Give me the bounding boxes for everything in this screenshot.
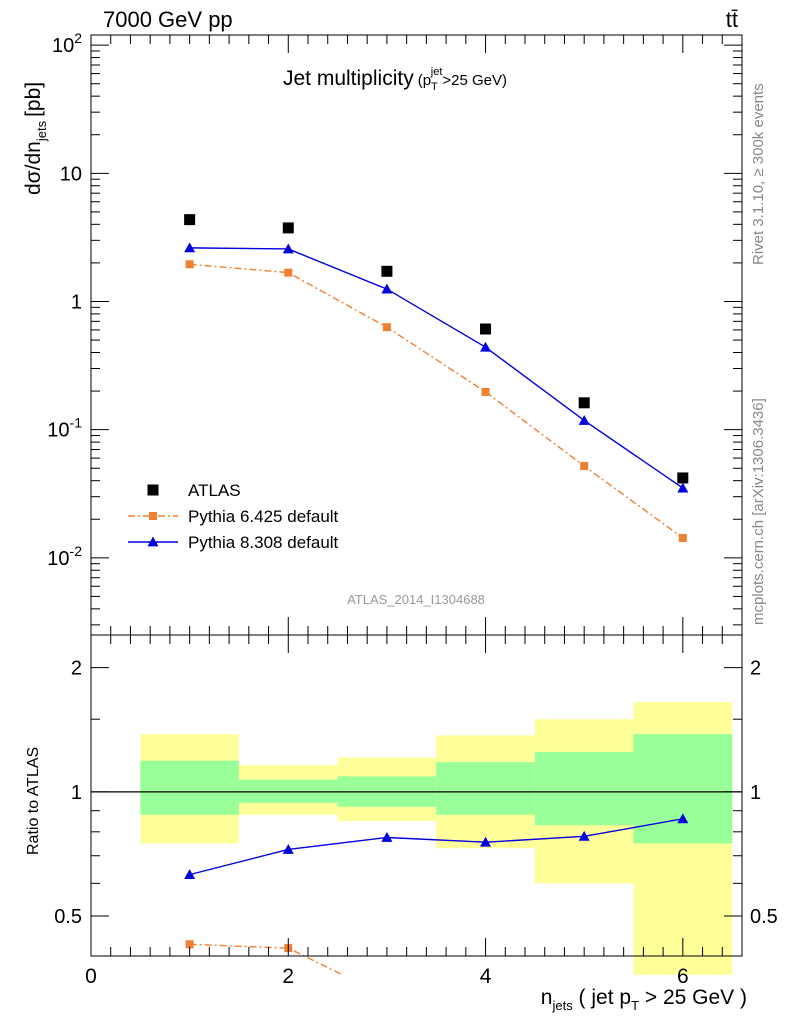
y-tick-label-ratio: 0.5 xyxy=(54,906,82,928)
y-tick-label-main: 102 xyxy=(52,30,82,57)
ratio-series-line xyxy=(189,818,683,876)
series-line xyxy=(189,263,684,539)
y-tick-label-ratio-right: 1 xyxy=(750,782,761,804)
ratio-series-line xyxy=(189,943,343,976)
ylabel-unit: [pb] xyxy=(22,82,45,117)
y-tick-label-ratio-right: 0.5 xyxy=(750,906,778,928)
y-tick-label-main: 10 xyxy=(60,163,82,185)
x-tick-label: 4 xyxy=(480,965,492,988)
ratio-pythia8-point xyxy=(677,813,689,824)
x-tick-label: 6 xyxy=(677,965,689,988)
y-tick-label-ratio-right: 2 xyxy=(750,658,761,680)
y-tick-label-ratio: 1 xyxy=(71,782,82,804)
pythia6-point xyxy=(678,533,687,542)
plot-title: Jet multiplicity (pTjet>25 GeV) xyxy=(283,66,507,93)
xlabel-mid: ( jet p xyxy=(573,986,631,1009)
ratio-pythia6-point xyxy=(185,940,194,949)
pythia6-point xyxy=(580,462,589,471)
energy-label: 7000 GeV pp xyxy=(103,7,233,32)
ratio-pythia8-point xyxy=(480,836,492,847)
legend-label: ATLAS xyxy=(188,481,241,500)
atlas-data-point xyxy=(184,214,196,226)
pythia8-point xyxy=(480,341,492,352)
main-plot-panel: 10-2 10-1 1 10 102 Jet multiplicity (pTjet>25… xyxy=(22,30,743,636)
series-line xyxy=(189,247,684,489)
ylabel-sub: jets xyxy=(34,120,49,142)
pythia6-point xyxy=(382,323,391,332)
atlas-data-point xyxy=(677,472,689,484)
pythia8-point xyxy=(184,242,196,253)
x-axis-label: njets ( jet pT > 25 GeV ) xyxy=(541,986,747,1013)
legend-pythia8-marker xyxy=(147,536,159,547)
legend-label: Pythia 8.308 default xyxy=(188,533,339,552)
y-axis-label-ratio: Ratio to ATLAS xyxy=(25,747,42,855)
title-sup-jet: jet xyxy=(430,66,443,78)
pythia6-point xyxy=(284,268,293,277)
legend: ATLAS Pythia 6.425 default Pythia 8.308 de… xyxy=(128,481,339,552)
stat-uncertainty-band xyxy=(436,762,535,815)
pythia6-point xyxy=(481,387,490,396)
y-tick-label-main: 10-1 xyxy=(47,415,82,442)
process-label: tt̄ xyxy=(726,7,738,32)
x-tick-label: 0 xyxy=(85,965,97,988)
ratio-pythia8-point xyxy=(381,832,393,842)
y-tick-label-main: 1 xyxy=(71,291,82,313)
ratio-pythia8-point xyxy=(184,869,196,880)
pythia8-point xyxy=(578,414,590,425)
legend-atlas-marker xyxy=(147,484,159,496)
x-tick-label: 2 xyxy=(282,965,294,988)
atlas-data-point xyxy=(578,397,590,409)
stat-uncertainty-band xyxy=(140,760,239,815)
atlas-data-point xyxy=(282,222,294,234)
y-tick-label-main: 10-2 xyxy=(47,543,82,570)
pythia8-point xyxy=(282,243,294,254)
atlas-data-point xyxy=(381,265,393,277)
pythia8-point xyxy=(381,283,393,294)
ratio-pythia8-point xyxy=(578,830,590,841)
analysis-watermark: ATLAS_2014_I1304688 xyxy=(347,592,485,607)
xlabel-sub-t: T xyxy=(631,998,639,1013)
plot-title-cut: (pTjet>25 GeV) xyxy=(418,66,507,93)
ratio-pythia8-point xyxy=(282,843,294,854)
y-axis-label-main: dσ/dnjets[pb] xyxy=(22,82,49,195)
mcplots-url-label: mcplots.cern.ch [arXiv:1306.3436] xyxy=(750,398,767,625)
legend-pythia6-marker xyxy=(149,512,157,520)
legend-label: Pythia 6.425 default xyxy=(188,507,339,526)
plot-title-text: Jet multiplicity xyxy=(283,67,414,90)
ratio-plot-frame xyxy=(90,634,743,957)
rivet-label: Rivet 3.1.10, ≥ 300k events xyxy=(750,83,767,265)
atlas-data-point xyxy=(480,323,492,335)
xlabel-sub-jets: jets xyxy=(551,998,573,1013)
y-tick-label-ratio: 2 xyxy=(71,658,82,680)
pythia6-point xyxy=(185,260,194,269)
xlabel-tail: > 25 GeV ) xyxy=(639,986,747,1009)
title-cut-value: >25 GeV) xyxy=(442,72,507,89)
title-sub-t: T xyxy=(431,81,438,93)
ratio-plot-panel: 0 2 4 6 0.5 0.5 1 1 2 2 Ratio to ATLAS njets ( je… xyxy=(25,634,778,1013)
pythia8-point xyxy=(677,482,689,493)
stat-uncertainty-band xyxy=(633,734,733,844)
stat-uncertainty-band xyxy=(534,751,634,826)
